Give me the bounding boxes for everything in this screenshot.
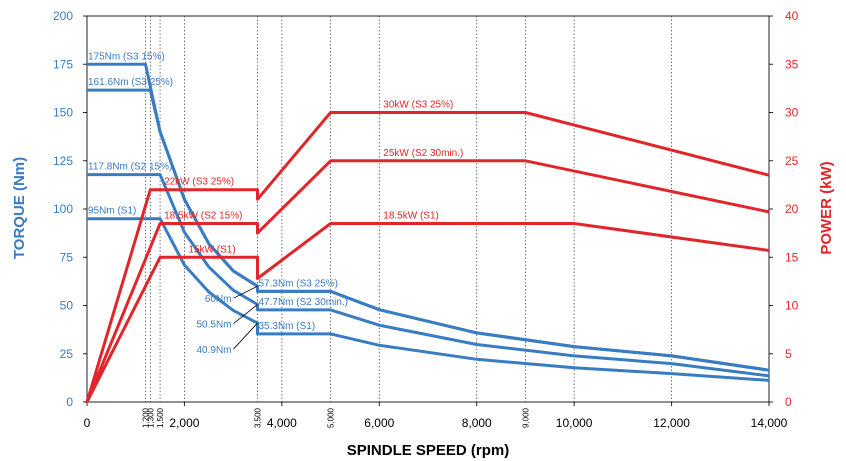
x-tick-label: 14,000 bbox=[751, 416, 788, 430]
annotations: 175Nm (S3 15%) 161.6Nm (S3 25%) 117.8Nm (S… bbox=[88, 51, 463, 356]
y-right-tick-label: 15 bbox=[785, 250, 799, 264]
torque-series-line bbox=[87, 173, 770, 378]
y-left-tick-label: 200 bbox=[53, 9, 73, 23]
y-left-tick-label: 150 bbox=[53, 106, 73, 120]
x-small-tick-label: 1,200 bbox=[141, 407, 150, 428]
power-series-line bbox=[85, 159, 770, 403]
right-axis: 0 5 10 15 20 25 30 35 40 bbox=[769, 9, 799, 409]
x-tick-label: 4,000 bbox=[267, 416, 297, 430]
x-small-tick-label: 9,000 bbox=[521, 407, 530, 428]
y-axis-right-title: POWER (kW) bbox=[818, 161, 835, 254]
y-left-tick-label: 50 bbox=[60, 299, 74, 313]
x-small-tick-label: 3,500 bbox=[254, 407, 263, 428]
torque-series-line bbox=[87, 217, 770, 382]
torque-label: 95Nm (S1) bbox=[88, 206, 136, 217]
power-series-line bbox=[85, 111, 770, 403]
y-left-tick-label: 25 bbox=[60, 347, 74, 361]
power-series-group bbox=[85, 111, 770, 403]
power-label: 22kW (S3 25%) bbox=[164, 177, 234, 188]
torque-callout-label: 40.9Nm bbox=[196, 345, 231, 356]
x-tick-label: 6,000 bbox=[364, 416, 394, 430]
x-tick-label: 8,000 bbox=[462, 416, 492, 430]
power-label: 30kW (S3 25%) bbox=[383, 100, 453, 111]
x-small-tick-label: 1,500 bbox=[156, 407, 165, 428]
x-tick-label: 2,000 bbox=[169, 416, 199, 430]
torque-label: 47.7Nm (S2 30min.) bbox=[259, 297, 348, 308]
y-left-tick-label: 75 bbox=[60, 250, 74, 264]
y-left-tick-label: 125 bbox=[53, 154, 73, 168]
x-tick-label: 10,000 bbox=[556, 416, 593, 430]
y-left-tick-label: 100 bbox=[53, 202, 73, 216]
y-right-tick-label: 30 bbox=[785, 106, 799, 120]
y-right-tick-label: 0 bbox=[785, 395, 792, 409]
power-label: 15kW (S1) bbox=[188, 244, 235, 255]
y-right-tick-label: 10 bbox=[785, 299, 799, 313]
y-left-tick-label: 0 bbox=[66, 395, 73, 409]
x-small-tick-label: 5,000 bbox=[327, 407, 336, 428]
callout-leader-line bbox=[233, 322, 258, 350]
y-right-tick-label: 35 bbox=[785, 57, 799, 71]
power-series-line bbox=[85, 222, 770, 403]
y-axis-left-title: TORQUE (Nm) bbox=[11, 157, 28, 259]
power-label: 18.5kW (S1) bbox=[383, 210, 439, 221]
y-right-tick-label: 5 bbox=[785, 347, 792, 361]
power-label: 25kW (S2 30min.) bbox=[383, 148, 463, 159]
y-left-tick-label: 175 bbox=[53, 57, 73, 71]
left-axis: 0 25 50 75 100 125 150 175 200 bbox=[53, 9, 87, 409]
torque-label: 117.8Nm (S2 15%) bbox=[88, 162, 172, 173]
x-axis: 0 2,000 4,000 6,000 8,000 10,000 12,000 14,000 1… bbox=[84, 402, 788, 430]
torque-series-line bbox=[87, 88, 770, 372]
x-axis-title: SPINDLE SPEED (rpm) bbox=[347, 442, 510, 459]
torque-label: 35.3Nm (S1) bbox=[259, 321, 316, 332]
torque-label: 57.3Nm (S3 25%) bbox=[259, 278, 338, 289]
x-tick-label: 0 bbox=[84, 416, 91, 430]
torque-label: 175Nm (S3 15%) bbox=[88, 51, 165, 62]
callout-leader-line bbox=[233, 285, 258, 299]
torque-callout-label: 60Nm bbox=[205, 294, 232, 305]
torque-label: 161.6Nm (S3 25%) bbox=[88, 77, 173, 88]
y-right-tick-label: 20 bbox=[785, 202, 799, 216]
x-tick-label: 12,000 bbox=[653, 416, 690, 430]
power-label: 18.5kW (S2 15%) bbox=[164, 210, 242, 221]
x-small-tick-label: 1,300 bbox=[146, 407, 155, 428]
y-right-tick-label: 25 bbox=[785, 154, 799, 168]
torque-callout-label: 50.5Nm bbox=[196, 320, 231, 331]
callout-leader-line bbox=[233, 304, 258, 324]
y-right-tick-label: 40 bbox=[785, 9, 799, 23]
torque-series-group bbox=[87, 62, 770, 382]
